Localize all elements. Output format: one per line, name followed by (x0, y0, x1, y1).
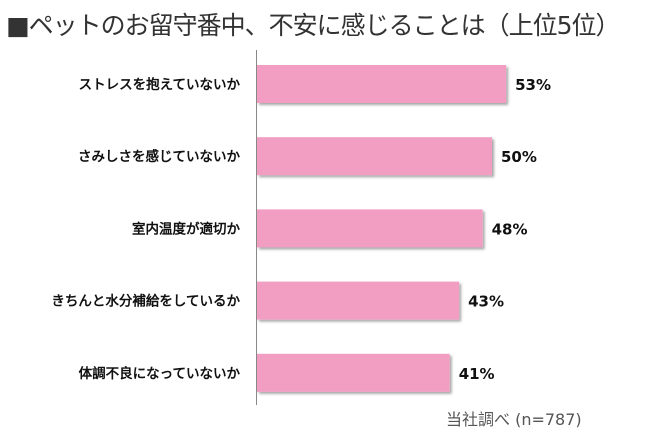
category-label: 体調不良になっていないか (79, 365, 241, 382)
category-label: きちんと水分補給をしているか (51, 293, 240, 310)
value-label: 41% (459, 365, 495, 383)
category-label: 室内温度が適切か (132, 220, 240, 237)
value-label: 43% (468, 293, 504, 311)
bar (257, 137, 492, 176)
category-label: ストレスを抱えていないか (79, 76, 241, 93)
value-label: 50% (501, 148, 537, 166)
category-label: さみしさを感じていないか (78, 148, 240, 165)
value-label: 48% (492, 220, 528, 238)
bar (257, 353, 450, 392)
chart-title: ■ペットのお留守番中、不安に感じることは（上位5位） (6, 11, 621, 40)
bar (257, 209, 483, 248)
bar (257, 281, 460, 320)
value-label: 53% (515, 76, 551, 94)
source-note: 当社調べ (n=787) (446, 410, 582, 429)
bar (257, 65, 507, 103)
